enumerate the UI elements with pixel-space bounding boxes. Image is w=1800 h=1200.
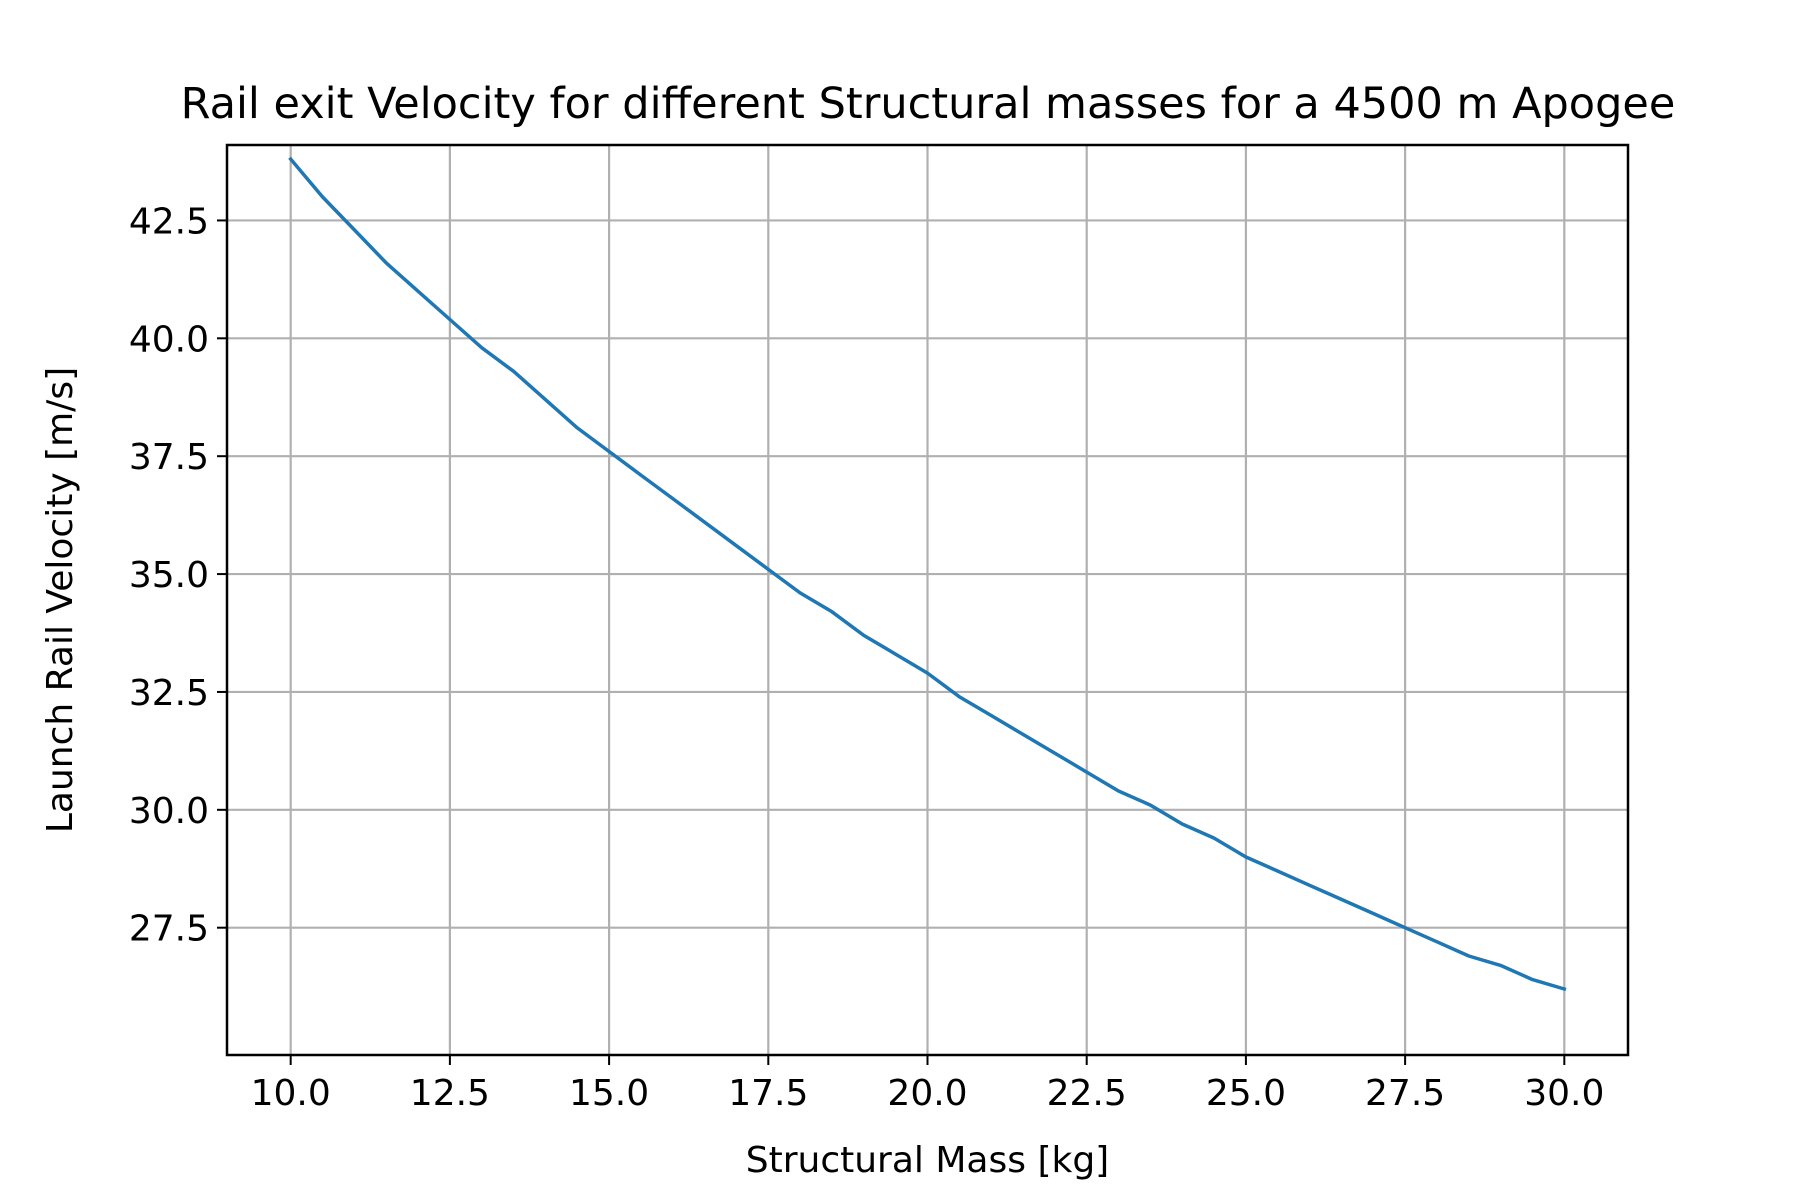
y-tick-label: 32.5 xyxy=(129,673,209,714)
x-tick-label: 25.0 xyxy=(1206,1073,1286,1114)
x-axis-label: Structural Mass [kg] xyxy=(746,1140,1109,1181)
x-tick-label: 15.0 xyxy=(569,1073,649,1114)
x-tick-label: 12.5 xyxy=(410,1073,490,1114)
x-tick-label: 30.0 xyxy=(1524,1073,1604,1114)
y-tick-label: 27.5 xyxy=(129,909,209,950)
y-tick-label: 42.5 xyxy=(129,201,209,242)
x-tick-label: 22.5 xyxy=(1047,1073,1127,1114)
y-tick-label: 37.5 xyxy=(129,437,209,478)
ticks: 10.0 12.5 15.0 17.5 20.0 22.5 25.0 27.5 30.0 27.5… xyxy=(129,201,1605,1114)
y-tick-label: 30.0 xyxy=(129,791,209,832)
series-layer xyxy=(288,156,1567,992)
x-tick-label: 27.5 xyxy=(1365,1073,1445,1114)
x-tick-label: 10.0 xyxy=(251,1073,331,1114)
y-tick-label: 40.0 xyxy=(129,319,209,360)
x-tick-label: 17.5 xyxy=(728,1073,808,1114)
y-tick-label: 35.0 xyxy=(129,555,209,596)
x-tick-label: 20.0 xyxy=(887,1073,967,1114)
series-line xyxy=(288,156,1567,992)
grid xyxy=(227,145,1628,1055)
chart-title: Rail exit Velocity for different Structu… xyxy=(181,79,1676,129)
y-axis-label: Launch Rail Velocity [m/s] xyxy=(40,367,81,833)
